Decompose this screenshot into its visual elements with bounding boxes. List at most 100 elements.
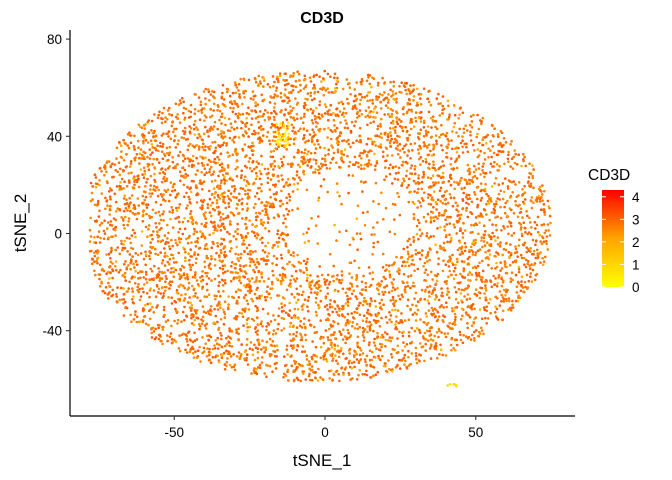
data-point xyxy=(439,343,442,347)
data-point xyxy=(303,151,306,155)
data-point xyxy=(213,120,217,124)
data-point xyxy=(152,289,156,292)
data-point xyxy=(291,88,295,92)
data-point xyxy=(122,159,126,162)
data-point xyxy=(495,307,499,311)
data-point xyxy=(530,206,534,210)
data-point xyxy=(207,189,211,193)
data-point xyxy=(204,342,207,346)
data-point xyxy=(531,268,535,272)
data-point xyxy=(171,211,174,214)
data-point xyxy=(161,286,164,289)
data-point xyxy=(290,354,293,358)
data-point xyxy=(386,370,389,374)
data-point xyxy=(355,311,359,315)
data-point xyxy=(470,273,474,276)
data-point xyxy=(109,220,113,223)
data-point xyxy=(246,363,250,366)
data-point xyxy=(218,280,221,284)
data-point xyxy=(446,201,450,205)
data-point xyxy=(193,127,196,131)
data-point xyxy=(379,283,382,286)
data-point xyxy=(129,267,132,271)
data-point xyxy=(503,205,506,209)
data-point xyxy=(187,236,190,240)
data-point xyxy=(183,286,186,290)
data-point xyxy=(346,312,350,316)
data-point xyxy=(127,179,131,182)
data-point xyxy=(397,358,401,362)
data-point xyxy=(480,196,484,200)
data-point xyxy=(175,288,179,292)
data-point xyxy=(238,275,242,279)
data-point xyxy=(497,274,501,277)
data-point xyxy=(463,178,467,181)
data-point xyxy=(408,133,411,137)
data-point xyxy=(151,162,154,166)
data-point xyxy=(480,120,483,124)
data-point xyxy=(134,260,138,264)
data-point xyxy=(139,320,142,323)
data-point xyxy=(97,199,100,203)
data-point xyxy=(429,218,433,222)
data-point xyxy=(279,91,283,95)
data-point xyxy=(174,102,178,106)
data-point xyxy=(296,148,300,152)
data-point xyxy=(366,73,370,77)
data-point xyxy=(407,98,411,101)
data-point xyxy=(317,143,320,146)
data-point xyxy=(428,284,432,288)
data-point xyxy=(196,349,200,353)
data-point xyxy=(406,257,410,261)
data-point xyxy=(466,336,470,340)
data-point xyxy=(413,167,417,171)
data-point xyxy=(506,199,509,203)
data-point xyxy=(426,176,430,179)
data-point xyxy=(340,270,344,273)
data-point xyxy=(234,120,237,123)
data-point xyxy=(118,252,122,256)
data-point xyxy=(272,96,276,99)
data-point xyxy=(280,316,284,320)
data-point xyxy=(185,315,189,318)
data-point xyxy=(460,247,463,251)
data-point xyxy=(221,83,225,87)
data-point xyxy=(211,141,214,144)
data-point xyxy=(125,202,129,205)
data-point xyxy=(307,319,311,322)
data-point xyxy=(284,217,287,221)
data-point xyxy=(272,244,275,247)
data-point xyxy=(211,347,215,351)
data-point xyxy=(305,279,309,282)
data-point xyxy=(313,371,317,374)
data-point xyxy=(468,197,472,200)
data-point xyxy=(124,279,127,282)
data-point xyxy=(177,238,181,241)
data-point xyxy=(312,109,315,112)
data-point xyxy=(381,290,384,294)
data-point xyxy=(524,231,527,234)
data-point xyxy=(141,214,145,218)
data-point xyxy=(299,320,303,323)
data-point xyxy=(267,252,271,255)
data-point xyxy=(374,116,377,119)
data-point xyxy=(207,90,211,93)
data-point xyxy=(218,343,221,347)
data-point xyxy=(427,309,431,312)
data-point xyxy=(196,136,199,140)
data-point xyxy=(243,357,246,360)
data-point xyxy=(490,285,494,289)
data-point xyxy=(271,162,274,166)
data-point xyxy=(124,260,127,263)
data-point xyxy=(233,184,236,188)
data-point xyxy=(103,232,107,235)
data-point xyxy=(285,201,289,205)
data-point xyxy=(146,235,149,238)
data-point xyxy=(154,200,158,204)
data-point xyxy=(223,250,227,254)
data-point xyxy=(531,174,534,178)
data-point xyxy=(268,101,272,104)
data-point xyxy=(411,303,414,307)
data-point xyxy=(415,304,418,308)
data-point xyxy=(306,273,309,277)
